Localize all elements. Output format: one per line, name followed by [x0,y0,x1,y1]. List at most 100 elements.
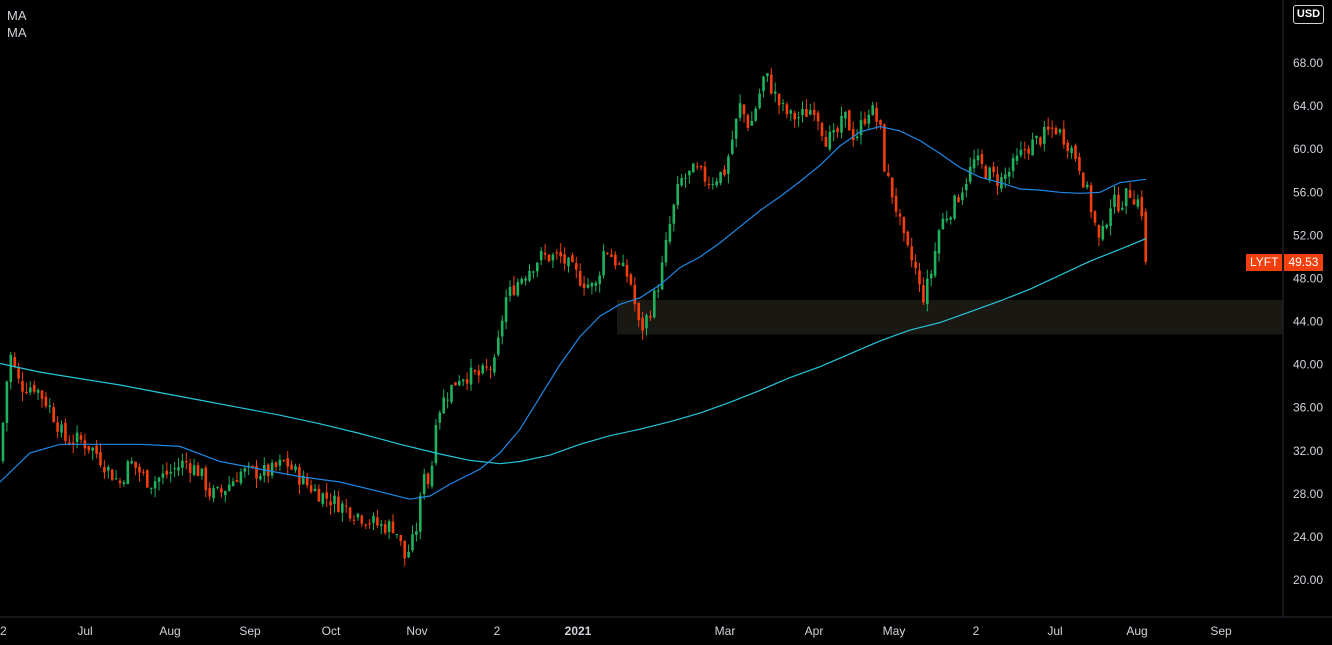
candle-body [415,531,418,535]
candle [848,109,851,131]
candle-body [664,239,668,263]
candle-body [1144,211,1147,262]
candle [103,460,106,480]
candle [1085,181,1089,190]
candle [567,256,570,273]
time-axis[interactable]: 2 Jul Aug Sep Oct Nov 2 2021 Mar Apr May 2 Jul Aug Sep [0,624,1232,638]
candle-body [863,118,867,125]
candle-body [13,357,16,367]
candle-body [438,412,442,423]
candle [399,534,403,546]
candle-body [914,261,917,269]
candle [114,470,118,481]
candle [1046,117,1050,136]
candle [766,72,769,83]
price-tick-label: 52.00 [1293,228,1323,242]
candle [298,463,301,495]
candle-body [399,535,403,542]
candle-body [173,468,176,470]
candle-body [110,469,114,481]
candle [863,111,867,127]
candle [5,380,9,432]
candle [165,462,169,479]
candle-body [1043,126,1046,144]
candle-body [992,166,995,173]
currency-button[interactable]: USD [1293,5,1324,24]
candle-body [844,111,847,119]
time-tick-label: Sep [1210,624,1232,638]
candle-body [165,470,169,475]
candle-body [692,163,695,173]
candle [126,459,130,485]
candle-body [360,515,364,524]
candle-body [563,254,566,264]
candle [789,108,793,121]
candle-body [185,461,188,463]
candle-body [71,442,75,444]
candle [855,129,859,141]
candle-body [5,381,9,423]
candle [633,277,637,312]
candle-body [859,120,863,136]
candle-body [208,488,211,497]
candle [477,364,481,383]
candle [582,275,586,296]
price-tick-label: 68.00 [1293,56,1323,70]
candle-body [707,183,711,185]
candle [181,453,184,476]
candle [844,111,847,128]
candle [625,259,629,283]
candle-body [149,487,153,489]
candle [200,468,204,480]
candle [95,439,98,459]
candle-body [715,181,718,186]
candle-body [614,254,617,266]
candle-body [114,478,118,480]
candle [695,161,699,171]
candle [1144,208,1147,265]
candle [481,363,484,375]
candle-body [309,485,313,492]
candle-body [282,460,286,462]
candle-body [220,488,223,493]
candle-body [508,287,512,296]
candle [438,410,442,430]
candle [403,540,406,567]
candle-body [1101,225,1105,240]
candle-body [177,467,180,471]
candle-body [641,317,644,331]
candle-body [270,462,274,476]
time-tick-label: 2 [494,624,501,638]
candle-body [341,503,344,513]
candle-body [961,192,964,201]
candle [434,419,438,466]
candle-body [216,487,219,489]
candle [450,384,453,404]
candle [699,164,703,171]
time-tick-label: Sep [239,624,261,638]
candle [836,125,839,138]
candle-body [302,475,305,485]
candle [134,461,137,476]
candle-body [298,466,301,485]
candle [672,203,676,232]
candle-body [1074,145,1077,159]
price-axis[interactable]: 20.00 24.00 28.00 32.00 36.00 40.00 44.00 48.00… [1293,13,1323,587]
candle [1062,120,1066,149]
candle [684,173,687,188]
candle [380,519,383,535]
candle [1074,143,1077,162]
ma2-legend-label[interactable]: MA [7,25,27,40]
candle-body [25,392,28,394]
candle [504,289,508,330]
candle [1,421,5,464]
candle-body [224,491,227,496]
ma1-legend-label[interactable]: MA [7,8,27,23]
candle-body [1015,155,1019,161]
candle-body [965,183,968,191]
candle [785,102,789,119]
candle [188,458,192,483]
candle [216,486,219,490]
candle-body [383,524,387,533]
